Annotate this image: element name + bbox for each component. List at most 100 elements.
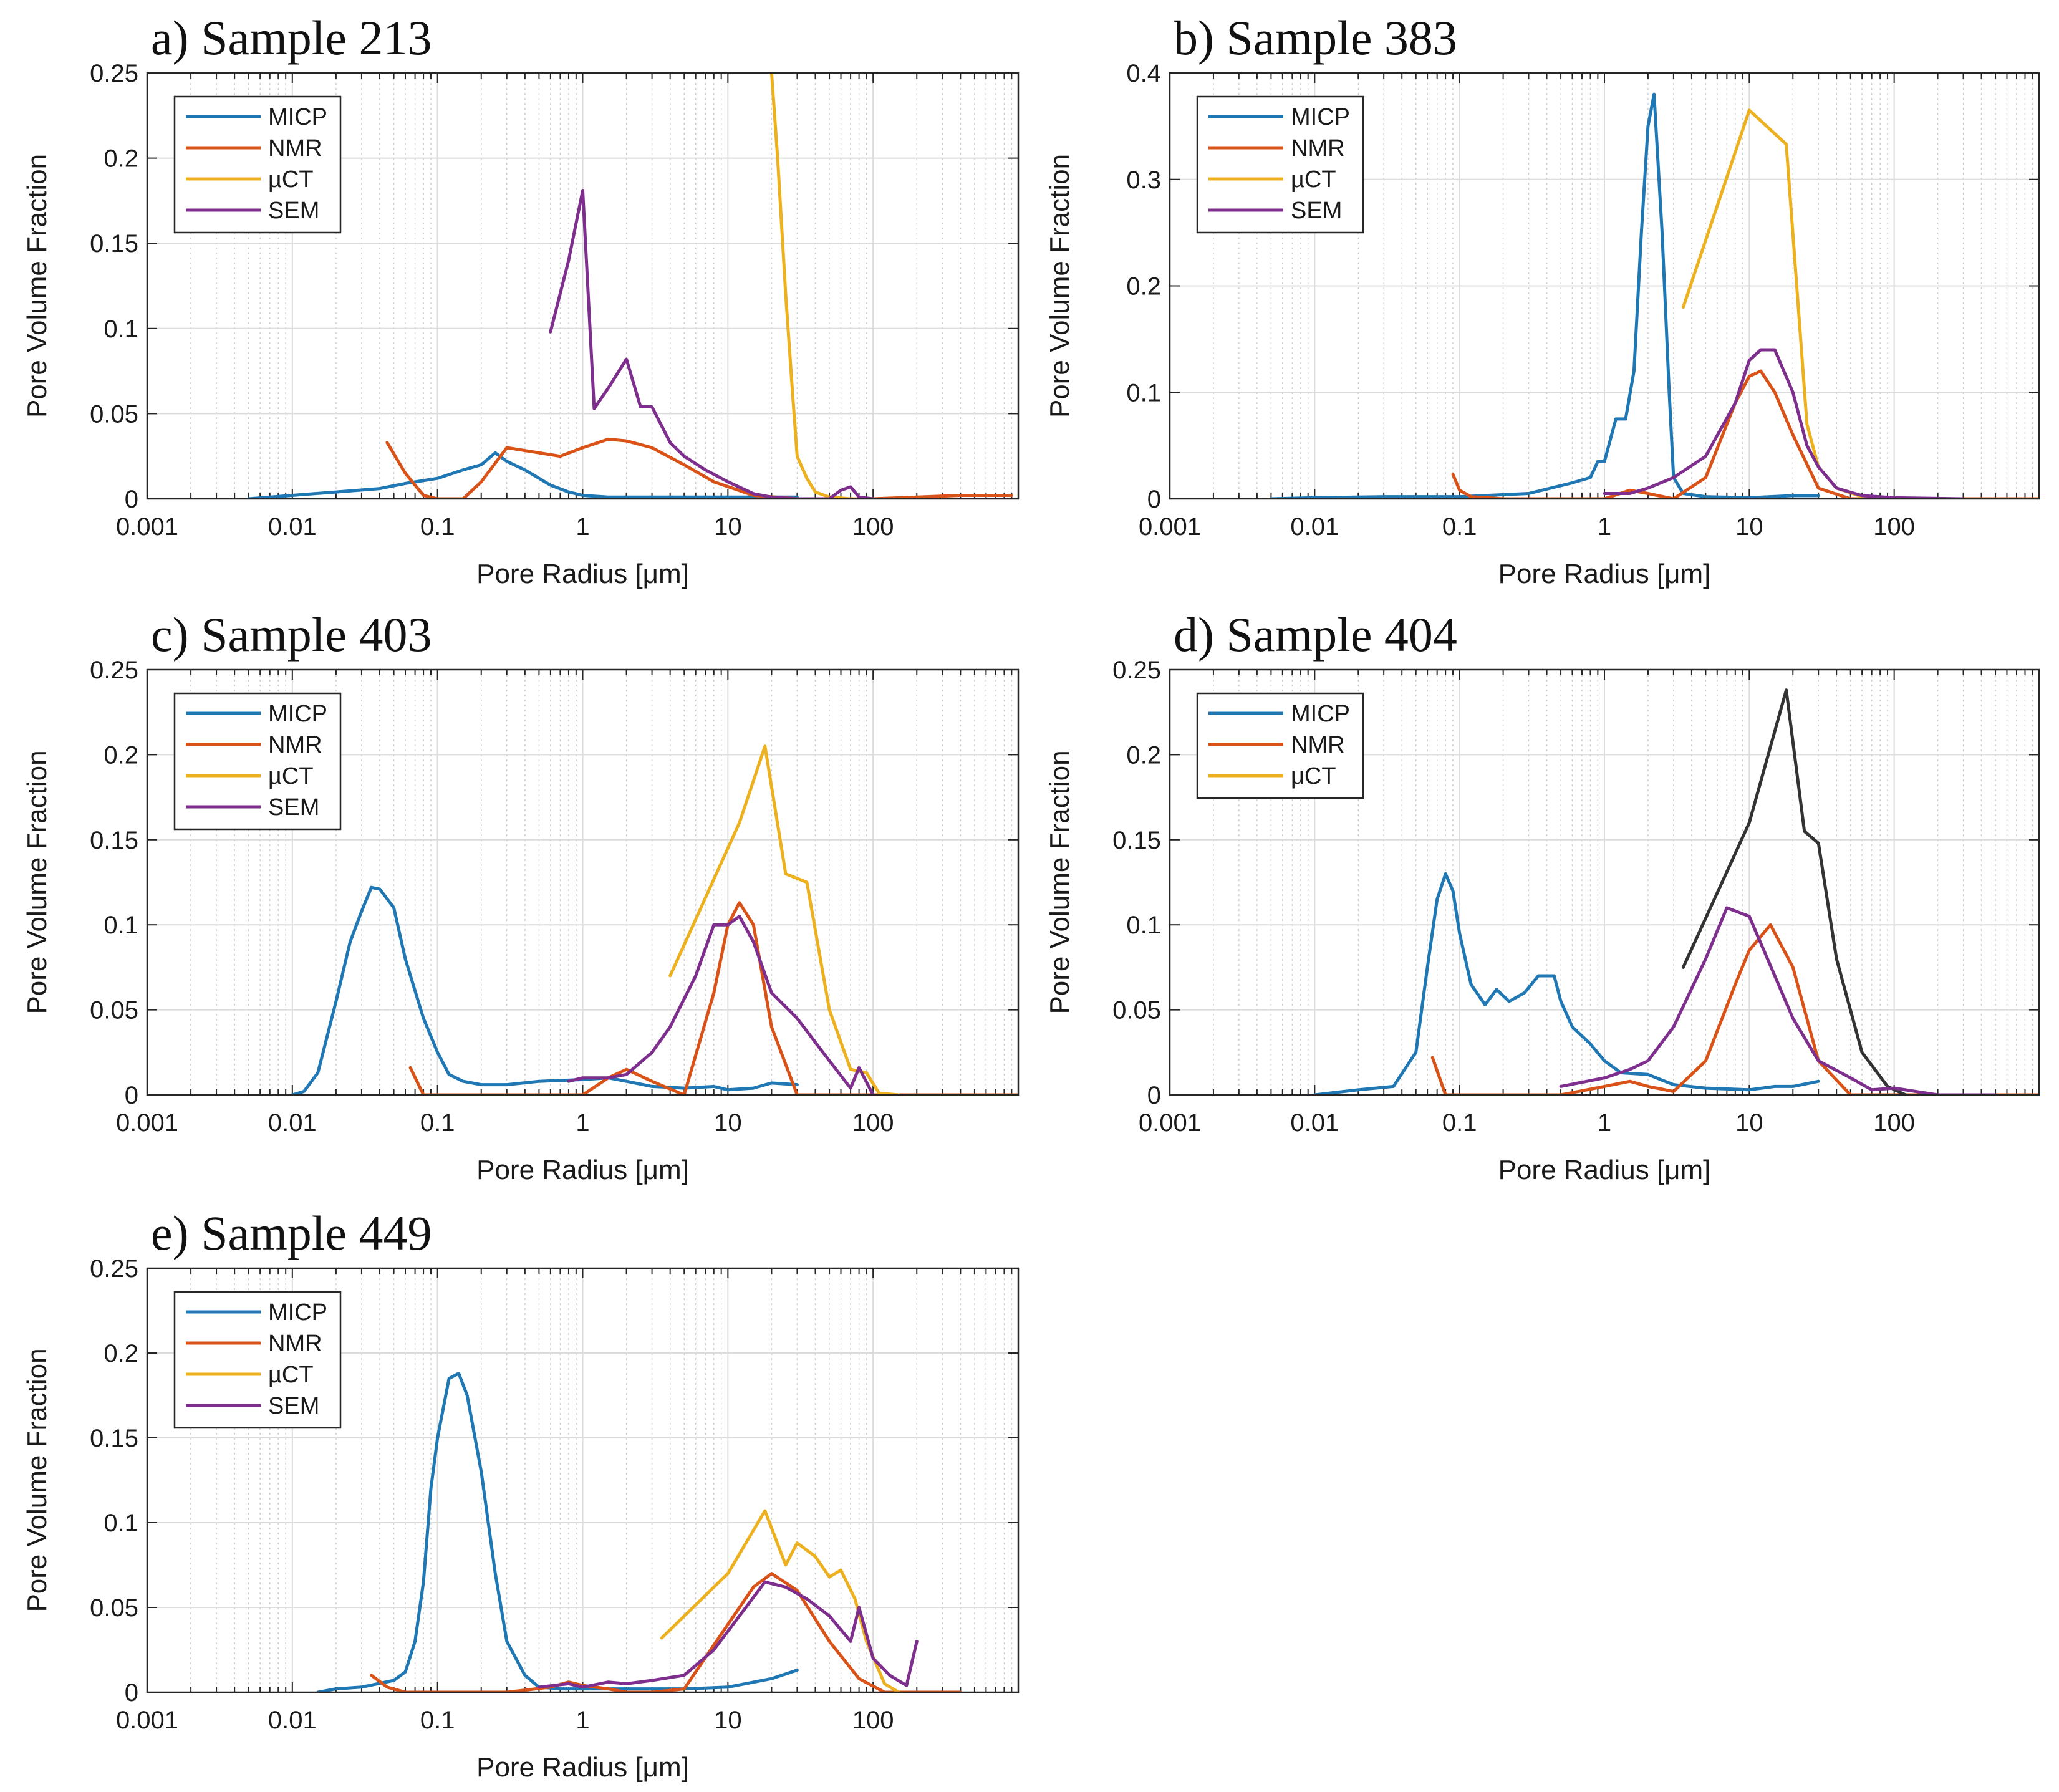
legend-label: MICP <box>1291 701 1350 727</box>
x-tick-label: 1 <box>1598 513 1611 541</box>
series-line-micp <box>1313 872 1820 1095</box>
y-tick-label: 0.05 <box>90 997 138 1024</box>
series-line-sem <box>537 1580 919 1689</box>
y-tick-label: 0.2 <box>104 741 138 769</box>
chart-title: c) Sample 403 <box>151 607 432 662</box>
legend-label: NMR <box>268 732 322 758</box>
x-tick-label: 0.01 <box>268 513 317 541</box>
series-line-sem <box>567 915 875 1095</box>
chart-title: b) Sample 383 <box>1174 11 1457 65</box>
x-tick-label: 10 <box>714 1109 742 1137</box>
x-tick-label: 100 <box>852 1707 894 1734</box>
x-tick-label: 0.001 <box>116 1707 178 1734</box>
x-tick-label: 1 <box>1598 1109 1611 1137</box>
y-tick-label: 0.2 <box>104 1340 138 1367</box>
legend-label: NMR <box>1291 135 1345 161</box>
legend-label: SEM <box>1291 198 1342 224</box>
y-tick-label: 0.25 <box>90 60 138 87</box>
legend-label: NMR <box>1291 732 1345 758</box>
y-tick-label: 0 <box>1147 486 1161 513</box>
legend-label: μCT <box>1291 763 1336 789</box>
x-tick-label: 0.1 <box>420 513 455 541</box>
series-line-nmr <box>1430 923 2039 1095</box>
series-group <box>247 73 1013 499</box>
series-group <box>1269 92 2039 499</box>
y-tick-label: 0 <box>125 1082 138 1109</box>
y-tick-label: 0.15 <box>90 230 138 258</box>
y-tick-label: 0.25 <box>90 657 138 684</box>
series-line-sem <box>1603 348 1965 499</box>
legend-label: µCT <box>268 1362 314 1388</box>
x-tick-label: 10 <box>1735 513 1763 541</box>
y-tick-label: 0.4 <box>1126 60 1161 87</box>
chart-panel-4: d) Sample 404 0.001 0.01 0.1 1 10 100 0 0.05 0.1 0… <box>1044 607 2040 1185</box>
y-tick-label: 0.1 <box>104 316 138 343</box>
y-tick-label: 0.05 <box>90 400 138 428</box>
series-line-sem <box>1559 906 1997 1095</box>
x-tick-label: 0.1 <box>1442 1109 1477 1137</box>
y-tick-label: 0.2 <box>1126 273 1161 301</box>
series-line-nmr <box>408 901 1018 1095</box>
x-tick-label: 100 <box>852 513 894 541</box>
y-axis-label: Pore Volume Fraction <box>1044 750 1075 1014</box>
x-tick-label: 100 <box>1873 513 1915 541</box>
series-line-nmr <box>1451 369 2039 499</box>
y-tick-label: 0.15 <box>90 827 138 854</box>
x-tick-label: 0.1 <box>420 1707 455 1734</box>
x-tick-label: 0.001 <box>1139 513 1201 541</box>
series-line-ct <box>668 744 900 1095</box>
legend: MICP NMR µCT SEM <box>173 1291 342 1429</box>
legend: MICP NMR µCT SEM <box>1196 95 1364 234</box>
x-axis-label: Pore Radius [μm] <box>1498 559 1711 589</box>
x-tick-label: 1 <box>576 1109 589 1137</box>
y-tick-label: 0.2 <box>104 145 138 173</box>
chart-title: e) Sample 449 <box>151 1206 432 1260</box>
y-tick-label: 0 <box>125 486 138 513</box>
y-tick-label: 0.1 <box>104 912 138 939</box>
x-tick-label: 1 <box>576 1707 589 1734</box>
chart-panel-2: b) Sample 383 0.001 0.01 0.1 1 10 100 0 0.1 0.2 0.… <box>1044 11 2040 589</box>
y-tick-label: 0.2 <box>1126 741 1161 769</box>
series-line-micp <box>1269 92 1820 499</box>
legend-label: SEM <box>268 198 319 224</box>
legend: MICP NMR µCT SEM <box>173 95 342 234</box>
series-group <box>291 744 1018 1095</box>
x-tick-label: 0.001 <box>1139 1109 1201 1137</box>
x-axis-label: Pore Radius [μm] <box>1498 1155 1711 1185</box>
legend-label: MICP <box>268 701 327 727</box>
y-axis-label: Pore Volume Fraction <box>22 750 52 1014</box>
x-tick-label: 0.01 <box>268 1109 317 1137</box>
x-tick-label: 1 <box>576 513 589 541</box>
x-tick-label: 0.01 <box>1290 1109 1339 1137</box>
series-line-nmr <box>385 437 1013 499</box>
legend: MICP NMR μCT <box>1196 692 1364 799</box>
series-group <box>1313 688 2039 1095</box>
legend-label: µCT <box>268 763 314 789</box>
y-axis-label: Pore Volume Fraction <box>22 154 52 418</box>
legend: MICP NMR µCT SEM <box>173 692 342 831</box>
legend-label: MICP <box>268 1299 327 1326</box>
x-tick-label: 10 <box>714 1707 742 1734</box>
y-tick-label: 0.25 <box>90 1255 138 1283</box>
y-tick-label: 0.05 <box>90 1594 138 1622</box>
plot-area-border <box>146 72 1020 500</box>
legend-label: SEM <box>268 794 319 821</box>
y-axis-label: Pore Volume Fraction <box>1044 154 1075 418</box>
x-tick-label: 0.01 <box>1290 513 1339 541</box>
x-tick-label: 0.001 <box>116 1109 178 1137</box>
chart-panel-3: c) Sample 403 0.001 0.01 0.1 1 10 100 0 0.05 0.1 0… <box>22 607 1020 1185</box>
x-tick-label: 10 <box>714 513 742 541</box>
x-axis-label: Pore Radius [μm] <box>476 1155 689 1185</box>
y-axis-label: Pore Volume Fraction <box>22 1348 52 1612</box>
plot-area-border <box>146 1267 1020 1693</box>
y-tick-label: 0.15 <box>90 1425 138 1452</box>
y-tick-label: 0.3 <box>1126 166 1161 194</box>
chart-panel-1: a) Sample 213 0.001 0.01 0.1 1 10 100 0 0.05 0.1 0… <box>22 11 1020 589</box>
legend-label: µCT <box>1291 166 1336 193</box>
y-tick-label: 0 <box>125 1679 138 1707</box>
legend-label: SEM <box>268 1393 319 1419</box>
series-line-sem <box>549 189 875 499</box>
series-line-micp <box>316 1372 799 1692</box>
chart-panel-5: e) Sample 449 0.001 0.01 0.1 1 10 100 0 0.05 0.1 0… <box>22 1206 1020 1783</box>
